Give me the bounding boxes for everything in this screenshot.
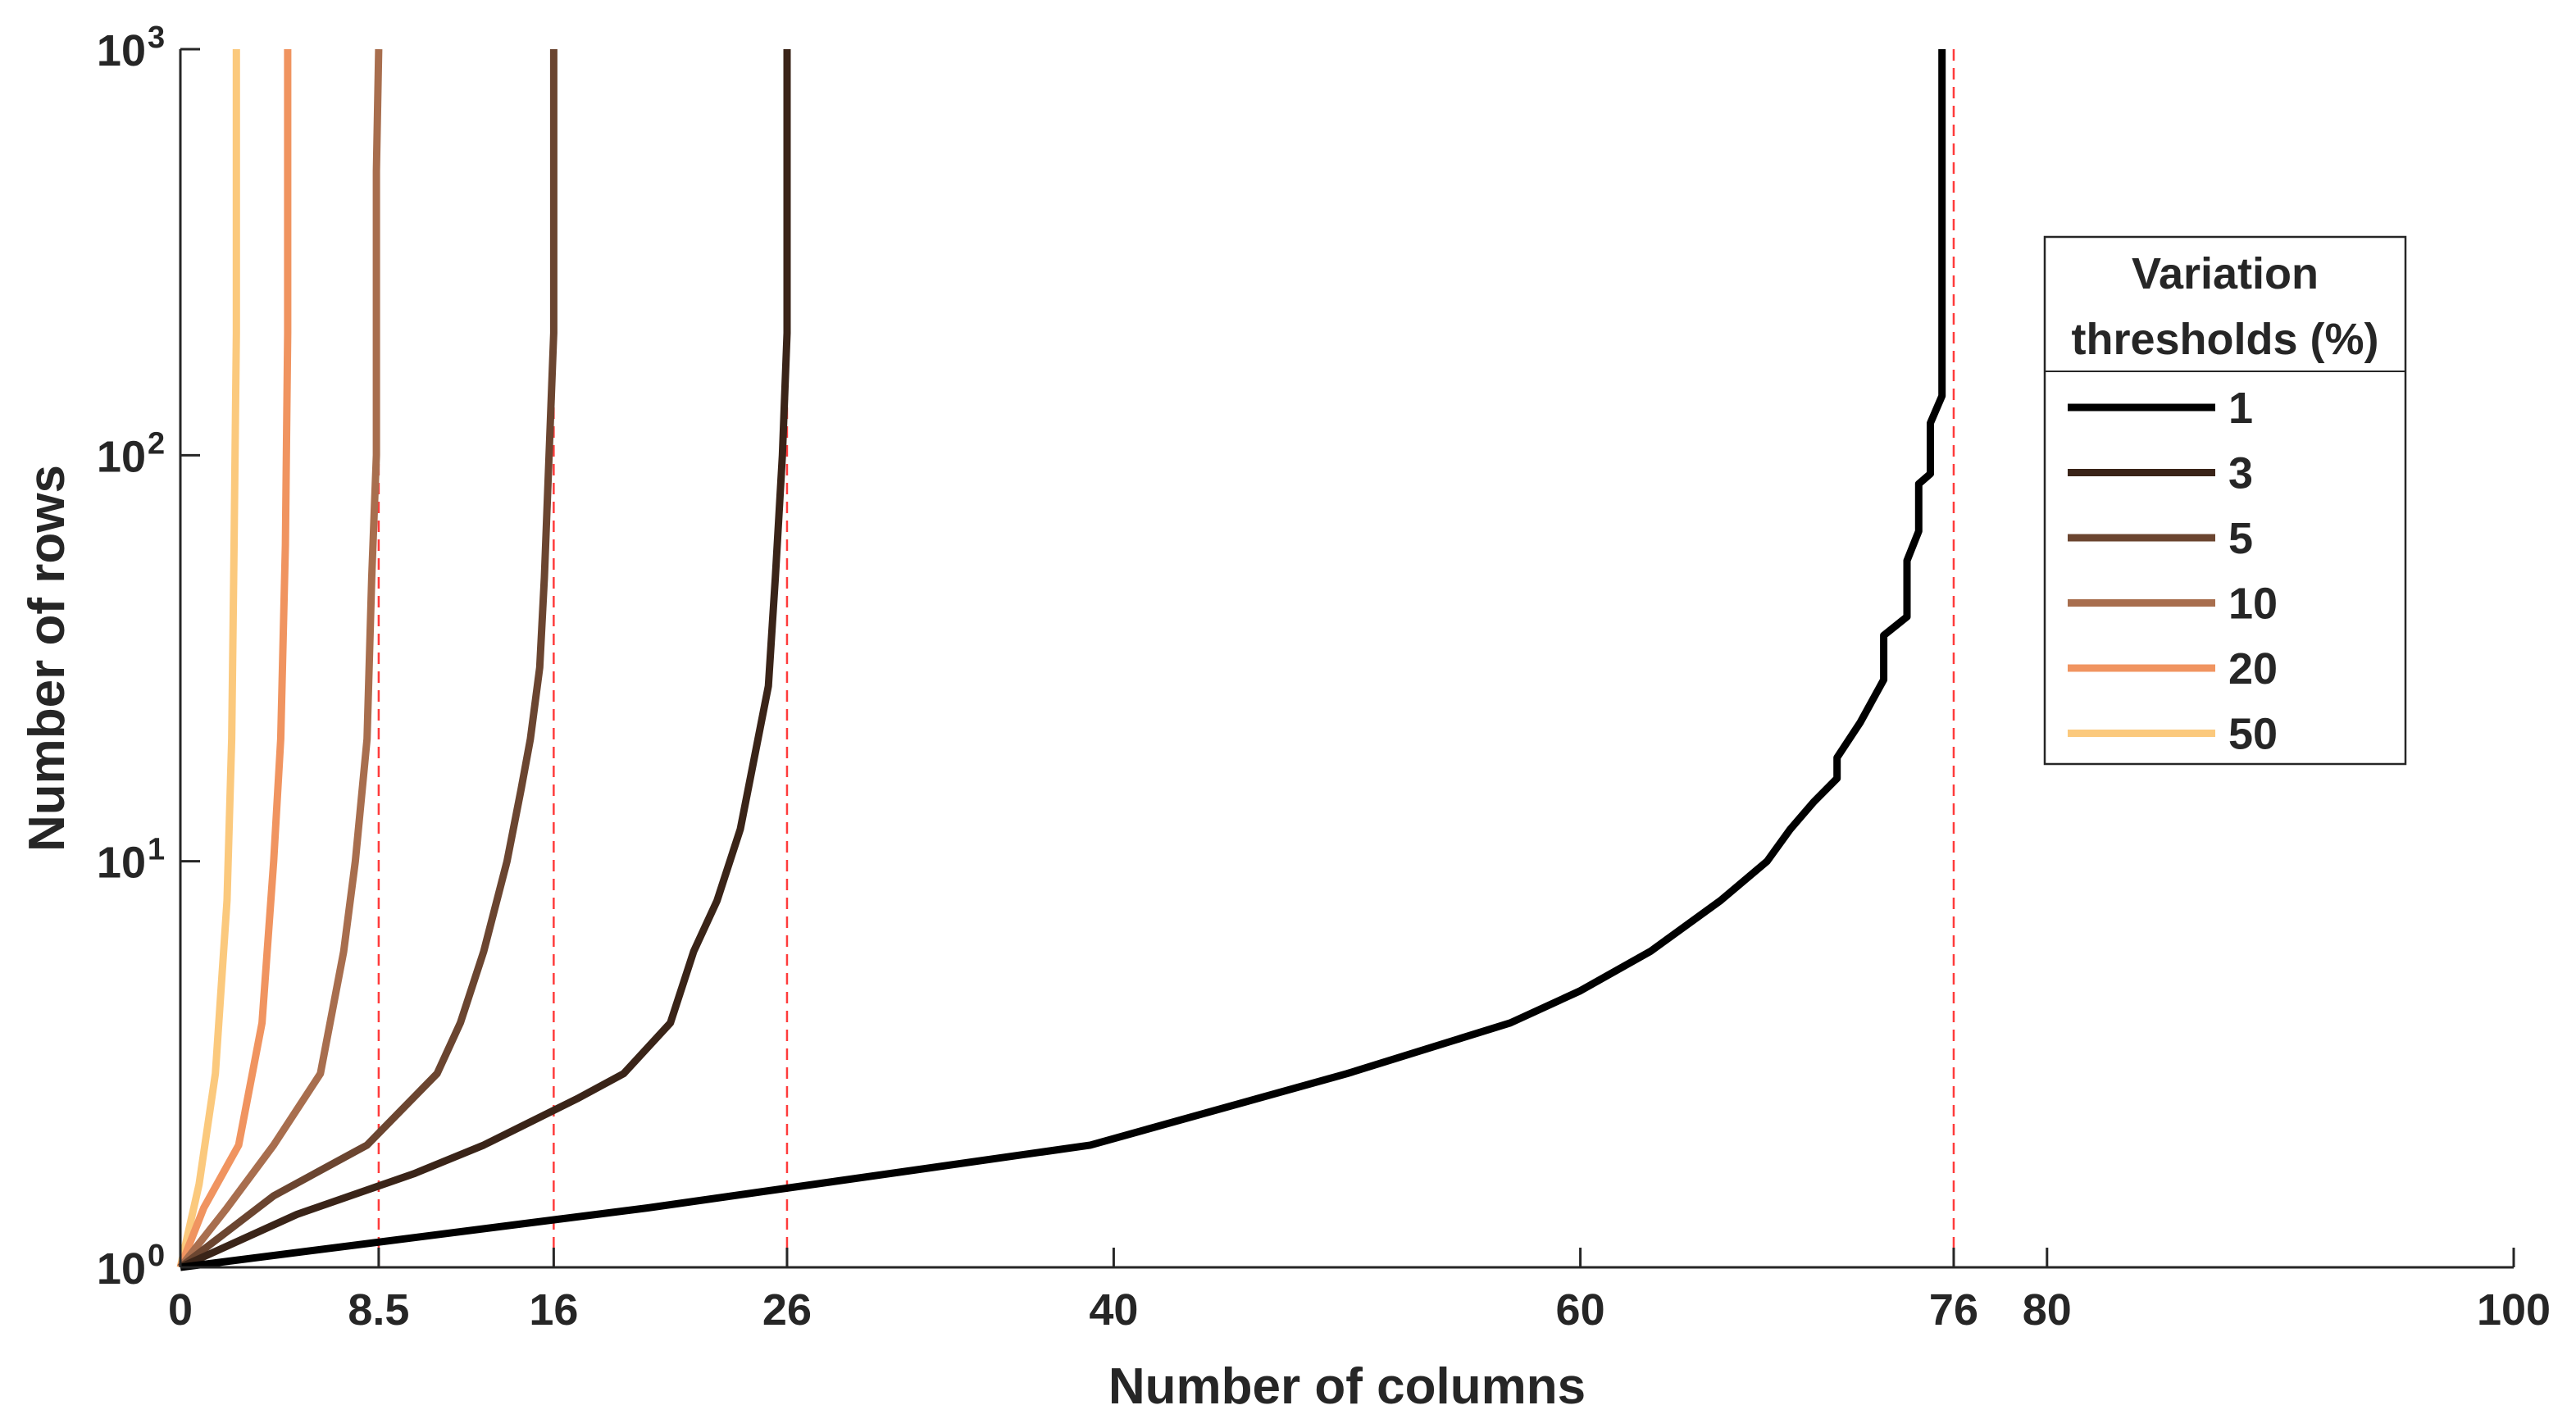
reference-lines (377, 49, 1955, 1267)
legend-label-5: 5 (2228, 514, 2253, 563)
legend-items: 1 3 5 10 20 50 (2068, 384, 2278, 759)
x-tick-label-8: 100 (2477, 1285, 2551, 1335)
y-tick-exponent-0: 0 (148, 1239, 165, 1273)
legend-label-10: 10 (2228, 580, 2278, 629)
legend: Variation thresholds (%) 1 3 5 10 20 50 (2043, 235, 2407, 766)
x-tick-label-3: 26 (762, 1285, 812, 1335)
y-tick-base-0: 10 (97, 1244, 146, 1294)
x-axis-title: Number of columns (1108, 1358, 1586, 1415)
x-tick-label-5: 60 (1556, 1285, 1605, 1335)
axes (179, 49, 2514, 1269)
series-line-1 (180, 49, 1946, 1271)
legend-label-50: 50 (2228, 710, 2278, 759)
x-tick-label-1: 8.5 (348, 1285, 409, 1335)
y-axis-title: Number of rows (19, 465, 75, 852)
legend-title-line-1: Variation (2132, 249, 2319, 298)
y-tick-label-3: 10 3 (97, 20, 165, 75)
y-tick-base-1: 10 (97, 839, 146, 888)
series-line-50 (176, 49, 240, 1268)
x-tick-label-0: 0 (168, 1285, 193, 1335)
legend-label-20: 20 (2228, 644, 2278, 694)
x-tick-label-2: 16 (529, 1285, 578, 1335)
series-line-10 (177, 48, 383, 1270)
y-tick-label-2: 10 2 (97, 426, 165, 481)
y-tick-label-0: 10 0 (97, 1239, 165, 1294)
y-tick-exponent-2: 2 (148, 426, 165, 461)
x-tick-label-6: 76 (1929, 1285, 1978, 1335)
y-tick-exponent-1: 1 (148, 833, 165, 867)
legend-title-line-2: thresholds (%) (2071, 315, 2378, 364)
y-tick-exponent-3: 3 (148, 20, 165, 55)
x-tick-label-4: 40 (1089, 1285, 1138, 1335)
y-tick-base-2: 10 (97, 432, 146, 481)
series-line-20 (176, 49, 292, 1269)
x-tick-label-7: 80 (2023, 1285, 2072, 1335)
y-tick-base-3: 10 (97, 26, 146, 75)
legend-box (2043, 235, 2407, 766)
legend-label-3: 3 (2228, 449, 2253, 498)
series-line-5 (178, 49, 558, 1271)
series-lines (176, 48, 1946, 1271)
x-ticks: 0 8.5 16 26 40 60 76 80 100 (168, 1248, 2551, 1335)
series-line-3 (179, 49, 791, 1271)
legend-label-1: 1 (2228, 384, 2253, 433)
y-tick-label-1: 10 1 (97, 833, 165, 888)
